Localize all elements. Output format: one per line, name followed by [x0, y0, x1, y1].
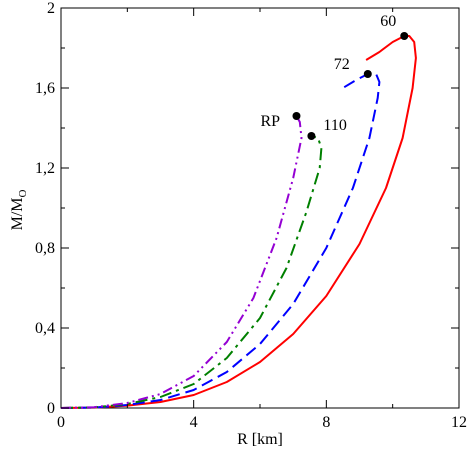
- x-tick-label: 0: [57, 414, 65, 431]
- y-tick-label: 0,8: [35, 240, 55, 257]
- x-tick-label: 8: [322, 414, 330, 431]
- plot-area-frame: [60, 7, 460, 409]
- y-tick-label: 0,4: [35, 320, 55, 337]
- series-line-60: [60, 35, 417, 409]
- y-axis-label-main: M/M: [9, 198, 26, 231]
- x-tick-label: 12: [451, 414, 467, 431]
- marker-layer: [292, 32, 409, 140]
- x-axis-label: R [km]: [237, 431, 283, 448]
- series-label-72: 72: [334, 56, 350, 73]
- y-tick-label: 1,2: [35, 160, 55, 177]
- y-tick-label: 0: [47, 400, 55, 417]
- tick-layer: 0 4 8 12 0 0,4 0,8 1,2 1,6 2: [35, 0, 467, 431]
- x-tick-label: 4: [190, 414, 198, 431]
- series-label-110: 110: [323, 117, 346, 134]
- series-layer: [60, 35, 417, 409]
- label-layer: 60 72 110 RP: [260, 13, 396, 134]
- y-axis-label-sub: O: [17, 190, 29, 198]
- y-tick-label: 1,6: [35, 80, 55, 97]
- series-line-110: [60, 135, 323, 409]
- endpoint-marker-rp: [292, 112, 301, 120]
- series-line-72: [60, 73, 381, 409]
- endpoint-marker-72: [363, 70, 372, 78]
- series-label-60: 60: [380, 13, 396, 30]
- endpoint-marker-110: [307, 132, 316, 140]
- series-label-rp: RP: [260, 113, 280, 130]
- y-tick-label: 2: [47, 0, 55, 17]
- y-axis-label: M/MO: [9, 190, 29, 231]
- endpoint-marker-60: [400, 32, 409, 40]
- series-line-rp: [60, 115, 303, 409]
